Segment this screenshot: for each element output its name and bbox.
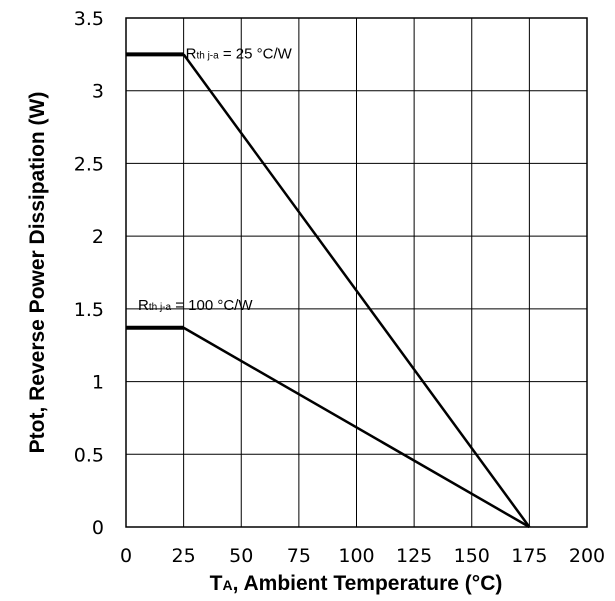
annotation-subscript: th j-a xyxy=(196,50,219,61)
x-tick-label: 75 xyxy=(287,545,311,567)
annotation-subscript: th j-a xyxy=(149,302,172,313)
x-tick-labels: 0 25 50 75 100 125 150 175 200 xyxy=(120,545,605,567)
x-tick-label: 150 xyxy=(454,545,490,567)
grid-lines xyxy=(126,18,587,527)
x-axis-title: TA, Ambient Temperature (°C) xyxy=(210,572,503,595)
annotation-rth-25: Rth j-a = 25 °C/W xyxy=(186,45,293,62)
y-tick-label: 0 xyxy=(92,517,104,539)
series-derating-line xyxy=(182,53,531,528)
x-tick-label: 125 xyxy=(396,545,432,567)
y-tick-label: 0.5 xyxy=(74,444,104,466)
y-tick-label: 2 xyxy=(92,226,104,248)
y-tick-label: 3.5 xyxy=(74,8,104,30)
x-axis-title-main: T xyxy=(210,572,223,595)
annotation-prefix: R xyxy=(138,297,149,314)
annotation-text: = 100 °C/W xyxy=(171,297,253,314)
y-tick-label: 3 xyxy=(92,81,104,103)
y-axis-title: Ptot, Reverse Power Dissipation (W) xyxy=(26,92,49,454)
annotation-text: = 25 °C/W xyxy=(219,45,293,62)
series-lines xyxy=(126,52,531,529)
y-tick-label: 1 xyxy=(92,372,104,394)
x-axis-title-sub: A xyxy=(222,577,232,593)
y-tick-label: 2.5 xyxy=(74,153,104,175)
x-tick-label: 175 xyxy=(511,545,547,567)
x-tick-label: 50 xyxy=(229,545,253,567)
y-tick-label: 1.5 xyxy=(74,299,104,321)
y-tick-labels: 0 0.5 1 1.5 2 2.5 3 3.5 xyxy=(74,8,104,539)
x-tick-label: 100 xyxy=(338,545,374,567)
plot-frame xyxy=(125,17,588,528)
x-tick-label: 200 xyxy=(569,545,605,567)
series-derating-line xyxy=(183,326,530,529)
x-tick-label: 0 xyxy=(120,545,132,567)
annotation-rth-100: Rth j-a = 100 °C/W xyxy=(138,297,253,314)
x-axis-title-rest: , Ambient Temperature (°C) xyxy=(233,572,503,595)
x-tick-label: 25 xyxy=(172,545,196,567)
annotation-prefix: R xyxy=(186,45,197,62)
